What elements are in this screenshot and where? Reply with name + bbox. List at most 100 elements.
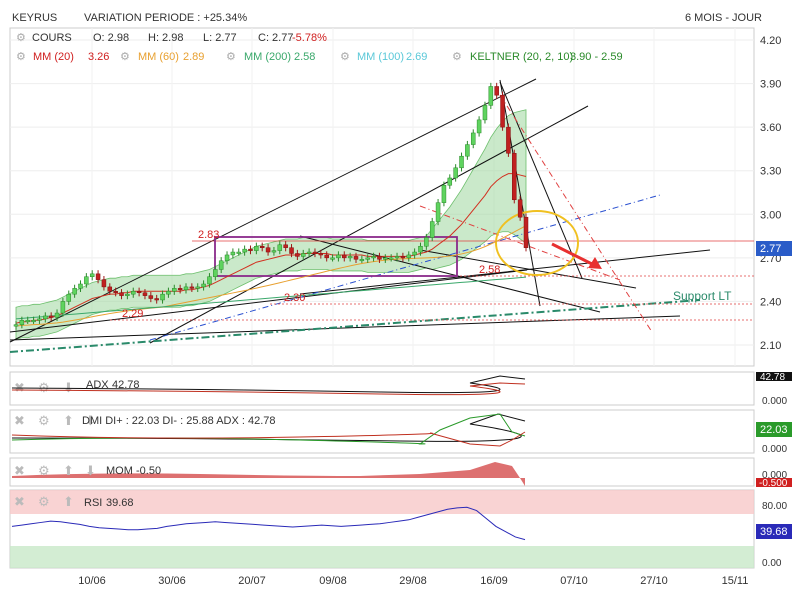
x-tick-label: 10/06 [78, 575, 106, 587]
candle [324, 254, 329, 259]
period-label[interactable]: 6 MOIS - JOUR [685, 12, 762, 24]
cog-icon[interactable]: ⚙ [226, 51, 236, 63]
arrow-down-icon[interactable]: ⬇ [63, 380, 74, 395]
candle [271, 250, 277, 253]
current-price-tag [756, 241, 792, 256]
cog-icon[interactable]: ⚙ [340, 51, 350, 63]
candle [142, 292, 148, 296]
cog-icon[interactable]: ⚙ [16, 32, 26, 44]
candle [488, 86, 494, 106]
arrow-up-icon[interactable]: ⬆ [63, 463, 74, 478]
rsi-label: RSI [84, 497, 102, 509]
arrow-down-icon[interactable]: ⬇ [85, 413, 96, 428]
close-icon[interactable]: ✖ [14, 494, 25, 509]
adx-tag-value: 42.78 [760, 372, 785, 383]
rsi-tag [756, 524, 792, 539]
candle [418, 245, 423, 253]
candle [224, 254, 230, 262]
candle [394, 256, 400, 259]
candle [424, 237, 429, 247]
close-icon[interactable]: ✖ [14, 463, 25, 478]
current-price-value: 2.77 [760, 243, 781, 255]
candle [365, 257, 370, 260]
close-icon[interactable]: ✖ [14, 413, 25, 428]
y-tick-label: 3.60 [760, 122, 781, 134]
cog-icon[interactable]: ⚙ [38, 413, 50, 428]
candle [289, 247, 294, 254]
cog-icon[interactable]: ⚙ [38, 380, 50, 395]
mom-value: -0.50 [136, 465, 161, 477]
rsi-line [11, 506, 526, 541]
x-axis-ticks: 10/06 30/06 20/07 09/08 29/08 16/09 07/10 27/10… [78, 575, 748, 587]
candle [54, 312, 60, 318]
candle [84, 276, 89, 285]
candle [31, 320, 36, 323]
svg-text:COURS: COURS [32, 32, 72, 44]
cog-icon[interactable]: ⚙ [120, 51, 130, 63]
adx-tag [756, 372, 792, 381]
x-tick-label: 29/08 [399, 575, 427, 587]
cog-icon[interactable]: ⚙ [16, 51, 26, 63]
candle [459, 155, 464, 169]
candle [113, 291, 118, 294]
candle [177, 288, 183, 291]
y-tick-label: 2.40 [760, 296, 781, 308]
candle [300, 253, 306, 257]
candle [148, 295, 154, 299]
candle [318, 253, 324, 256]
x-tick-label: 07/10 [560, 575, 588, 587]
candle [78, 283, 83, 289]
candle [259, 245, 265, 248]
mom-tag-value: -0.500 [759, 478, 788, 489]
cog-icon[interactable]: ⚙ [452, 51, 462, 63]
candle [136, 291, 142, 294]
arrow-up-icon[interactable]: ⬆ [63, 494, 74, 509]
annotation-2-58: 2.58 [479, 264, 500, 276]
dmi-panel-toolbar: ✖ ⚙ ⬆ ⬇ [14, 413, 96, 428]
candle [377, 256, 382, 260]
arrow-down-icon[interactable]: ⬇ [85, 463, 96, 478]
adx-line [11, 375, 526, 394]
candle [412, 251, 417, 256]
arrow-up-icon[interactable]: ⬆ [63, 413, 74, 428]
candle [312, 251, 318, 254]
rsi-panel-toolbar: ✖ ⚙ ⬆ [14, 494, 74, 509]
candle [453, 167, 458, 179]
svg-text:MM (100): MM (100) [357, 51, 404, 63]
dmi-tag-value: 22.03 [760, 424, 788, 436]
close-icon[interactable]: ✖ [14, 380, 25, 395]
candle [400, 256, 406, 259]
candle [189, 286, 195, 289]
candle [107, 286, 113, 292]
adx-line-2 [11, 382, 526, 396]
candle [506, 126, 511, 154]
candle [371, 256, 376, 259]
cog-icon[interactable]: ⚙ [38, 463, 50, 478]
candle [130, 291, 136, 295]
svg-text:C: 2.77: C: 2.77 [258, 32, 293, 44]
dmi-panel[interactable] [9, 409, 755, 454]
candle [406, 254, 412, 259]
mom-panel[interactable] [9, 457, 755, 487]
candle [37, 318, 42, 321]
svg-text:O: 2.98: O: 2.98 [93, 32, 129, 44]
annotation-2-83: 2.83 [198, 229, 219, 241]
candle [265, 247, 271, 253]
candle [172, 288, 177, 292]
svg-text:KELTNER (20, 2, 10): KELTNER (20, 2, 10) [470, 51, 573, 63]
legend-row-cours: ⚙ COURS O: 2.98 H: 2.98 L: 2.77 C: 2.77 … [16, 32, 327, 44]
adx-value: 42.78 [112, 379, 140, 391]
mom-tag [756, 478, 792, 487]
candle [166, 291, 171, 295]
candle [242, 248, 247, 253]
legend-row-ma: ⚙ MM (20) 3.26 ⚙ MM (60) 2.89 ⚙ MM (200)… [16, 51, 623, 63]
candle [125, 293, 130, 296]
cog-icon[interactable]: ⚙ [38, 494, 50, 509]
dmi-label: DMI DI+ : 22.03 DI- : 25.88 ADX : 42.78 [82, 415, 276, 427]
adx-label: ADX [86, 379, 109, 391]
candle [48, 315, 54, 318]
candle [500, 94, 505, 128]
candle [236, 251, 242, 254]
candle [277, 244, 283, 251]
candle [248, 248, 253, 251]
